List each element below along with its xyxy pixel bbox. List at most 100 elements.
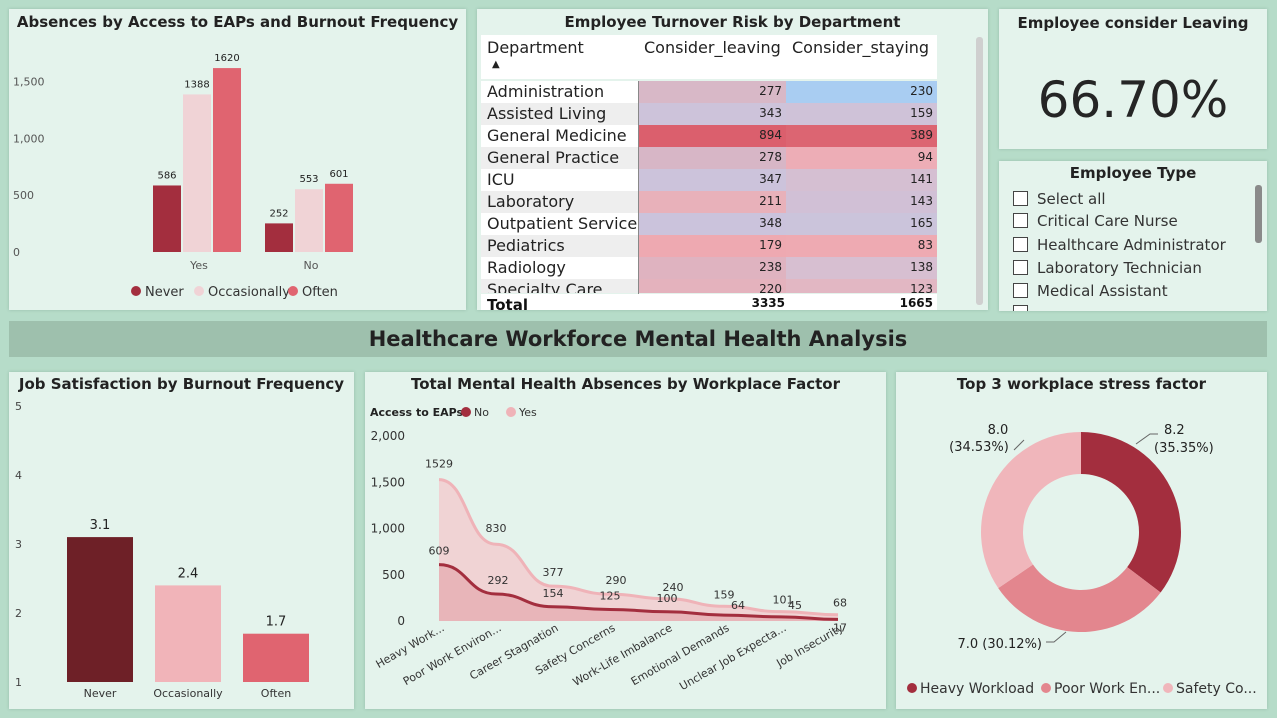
kpi-value: 66.70%: [1037, 71, 1229, 129]
bar[interactable]: [243, 633, 309, 682]
y-tick-label: 5: [15, 400, 22, 413]
bar[interactable]: [153, 185, 181, 252]
option-label: Critical Care Nurse: [1037, 212, 1178, 230]
slicer-scrollbar[interactable]: [1255, 185, 1262, 243]
table-row[interactable]: Assisted Living 343 159: [481, 103, 937, 125]
y-tick-label: 2: [15, 607, 22, 620]
bar[interactable]: [325, 183, 353, 252]
kpi-card: Employee consider Leaving 66.70%: [999, 9, 1267, 149]
slicer-option-select-all[interactable]: Select all: [1013, 190, 1106, 208]
checkbox-icon[interactable]: [1013, 237, 1028, 252]
table-row[interactable]: ICU 347 141: [481, 169, 937, 191]
leader-line: [1135, 433, 1158, 445]
table-row[interactable]: Laboratory 211 143: [481, 191, 937, 213]
line-series-yes[interactable]: [438, 478, 839, 617]
bar[interactable]: [213, 68, 241, 252]
legend-label[interactable]: Occasionally: [208, 285, 290, 300]
column-header-department[interactable]: Department: [487, 38, 584, 57]
cell-consider-staying: 83: [786, 235, 937, 257]
legend-label[interactable]: Often: [302, 285, 338, 300]
table-row[interactable]: General Practice 278 94: [481, 147, 937, 169]
legend-label[interactable]: No: [474, 406, 489, 419]
bar[interactable]: [265, 223, 293, 252]
slicer-option-healthcare-administrator[interactable]: Healthcare Administrator: [1013, 236, 1226, 254]
slice-label: 8.0: [988, 423, 1009, 438]
y-tick-label: 1: [15, 676, 22, 689]
job-satisfaction-bar-chart: 1 2 3 4 5 3.1 Never 2.4 Occasionally 1.7 Often: [15, 400, 309, 700]
cell-consider-staying: 230: [786, 81, 937, 103]
stress-factor-donut-chart: 8.2 (35.35%) 8.0 (34.53%) 7.0 (30.12%) Heavy …: [907, 423, 1257, 697]
legend-marker-icon: [194, 286, 204, 296]
area-series-yes[interactable]: [439, 479, 838, 621]
donut-slice[interactable]: [981, 432, 1081, 589]
table-row[interactable]: Pediatrics 179 83: [481, 235, 937, 257]
bar-data-label: 252: [269, 208, 288, 219]
bar[interactable]: [183, 94, 211, 252]
donut-slice[interactable]: [998, 564, 1161, 632]
y-tick-label: 0: [397, 614, 405, 628]
cell-consider-staying: 123: [786, 279, 937, 293]
slicer-option-medical-assistant[interactable]: Medical Assistant: [1013, 282, 1168, 300]
table-row[interactable]: Administration 277 230: [481, 81, 937, 103]
data-label-no: 64: [731, 599, 745, 612]
legend-marker-icon: [131, 286, 141, 296]
bar[interactable]: [155, 585, 221, 682]
line-series-no[interactable]: [438, 563, 839, 621]
column-divider: [638, 81, 639, 310]
bar-data-label: 586: [157, 170, 176, 181]
legend-label[interactable]: Poor Work En...: [1054, 681, 1160, 697]
slicer-option-laboratory-technician[interactable]: Laboratory Technician: [1013, 259, 1202, 277]
y-tick-label: 4: [15, 469, 22, 482]
cell-consider-leaving: 220: [639, 279, 786, 293]
cell-department: Radiology: [487, 258, 566, 277]
data-label-yes: 830: [486, 522, 507, 535]
table-row[interactable]: Specialty Care 220 123: [481, 279, 937, 293]
y-tick-label: 0: [13, 246, 20, 259]
absences-bar-chart: 0 500 1,000 1,500 586 1388 1620 Yes 252 553 601 No N…: [13, 53, 353, 300]
checkbox-icon[interactable]: [1013, 283, 1028, 298]
option-label: Laboratory Technician: [1037, 259, 1202, 277]
data-label-yes: 377: [543, 566, 564, 579]
data-label-yes: 290: [606, 574, 627, 587]
legend-label[interactable]: Safety Co...: [1176, 681, 1257, 697]
donut-slice[interactable]: [1081, 432, 1181, 593]
data-label-no: 609: [429, 545, 450, 558]
legend-label[interactable]: Heavy Workload: [920, 681, 1034, 697]
slicer-option-critical-care-nurse[interactable]: Critical Care Nurse: [1013, 212, 1178, 230]
table-row[interactable]: Outpatient Services 348 165: [481, 213, 937, 235]
column-header-leaving[interactable]: Consider_leaving: [644, 38, 781, 57]
column-header-staying[interactable]: Consider_staying: [792, 38, 930, 57]
bar-data-label: 601: [329, 169, 348, 180]
checkbox-icon[interactable]: [1013, 213, 1028, 228]
cell-consider-leaving: 278: [639, 147, 786, 169]
slice-percent-label: (35.35%): [1154, 441, 1214, 456]
y-tick-label: 1,000: [13, 132, 45, 145]
cell-consider-leaving: 348: [639, 213, 786, 235]
checkbox-icon[interactable]: [1013, 305, 1028, 311]
dashboard-title-banner: Healthcare Workforce Mental Health Analy…: [9, 321, 1267, 357]
bar[interactable]: [67, 537, 133, 682]
cell-department: Assisted Living: [487, 104, 607, 123]
x-category-label: Occasionally: [153, 687, 223, 700]
legend-marker-icon: [907, 683, 917, 693]
table-scrollbar[interactable]: [976, 37, 983, 305]
x-category-label: Never: [84, 687, 117, 700]
bar-data-label: 3.1: [90, 518, 111, 533]
checkbox-icon[interactable]: [1013, 191, 1028, 206]
slice-percent-label: (34.53%): [949, 440, 1009, 455]
cell-consider-leaving: 179: [639, 235, 786, 257]
checkbox-icon[interactable]: [1013, 260, 1028, 275]
slicer-option-next-partial[interactable]: [1013, 304, 1037, 311]
cell-department: Pediatrics: [487, 236, 565, 255]
legend-label[interactable]: Never: [145, 285, 184, 300]
panel-title: Job Satisfaction by Burnout Frequency: [18, 375, 345, 393]
y-tick-label: 2,000: [371, 429, 405, 443]
table-row[interactable]: General Medicine 894 389: [481, 125, 937, 147]
data-label-yes: 240: [663, 581, 684, 594]
cell-consider-staying: 138: [786, 257, 937, 279]
employee-type-slicer: Employee Type Select all Critical Care N…: [999, 161, 1267, 311]
legend-label[interactable]: Yes: [518, 406, 537, 419]
table-row[interactable]: Radiology 238 138: [481, 257, 937, 279]
y-tick-label: 500: [382, 568, 405, 582]
bar[interactable]: [295, 189, 323, 252]
